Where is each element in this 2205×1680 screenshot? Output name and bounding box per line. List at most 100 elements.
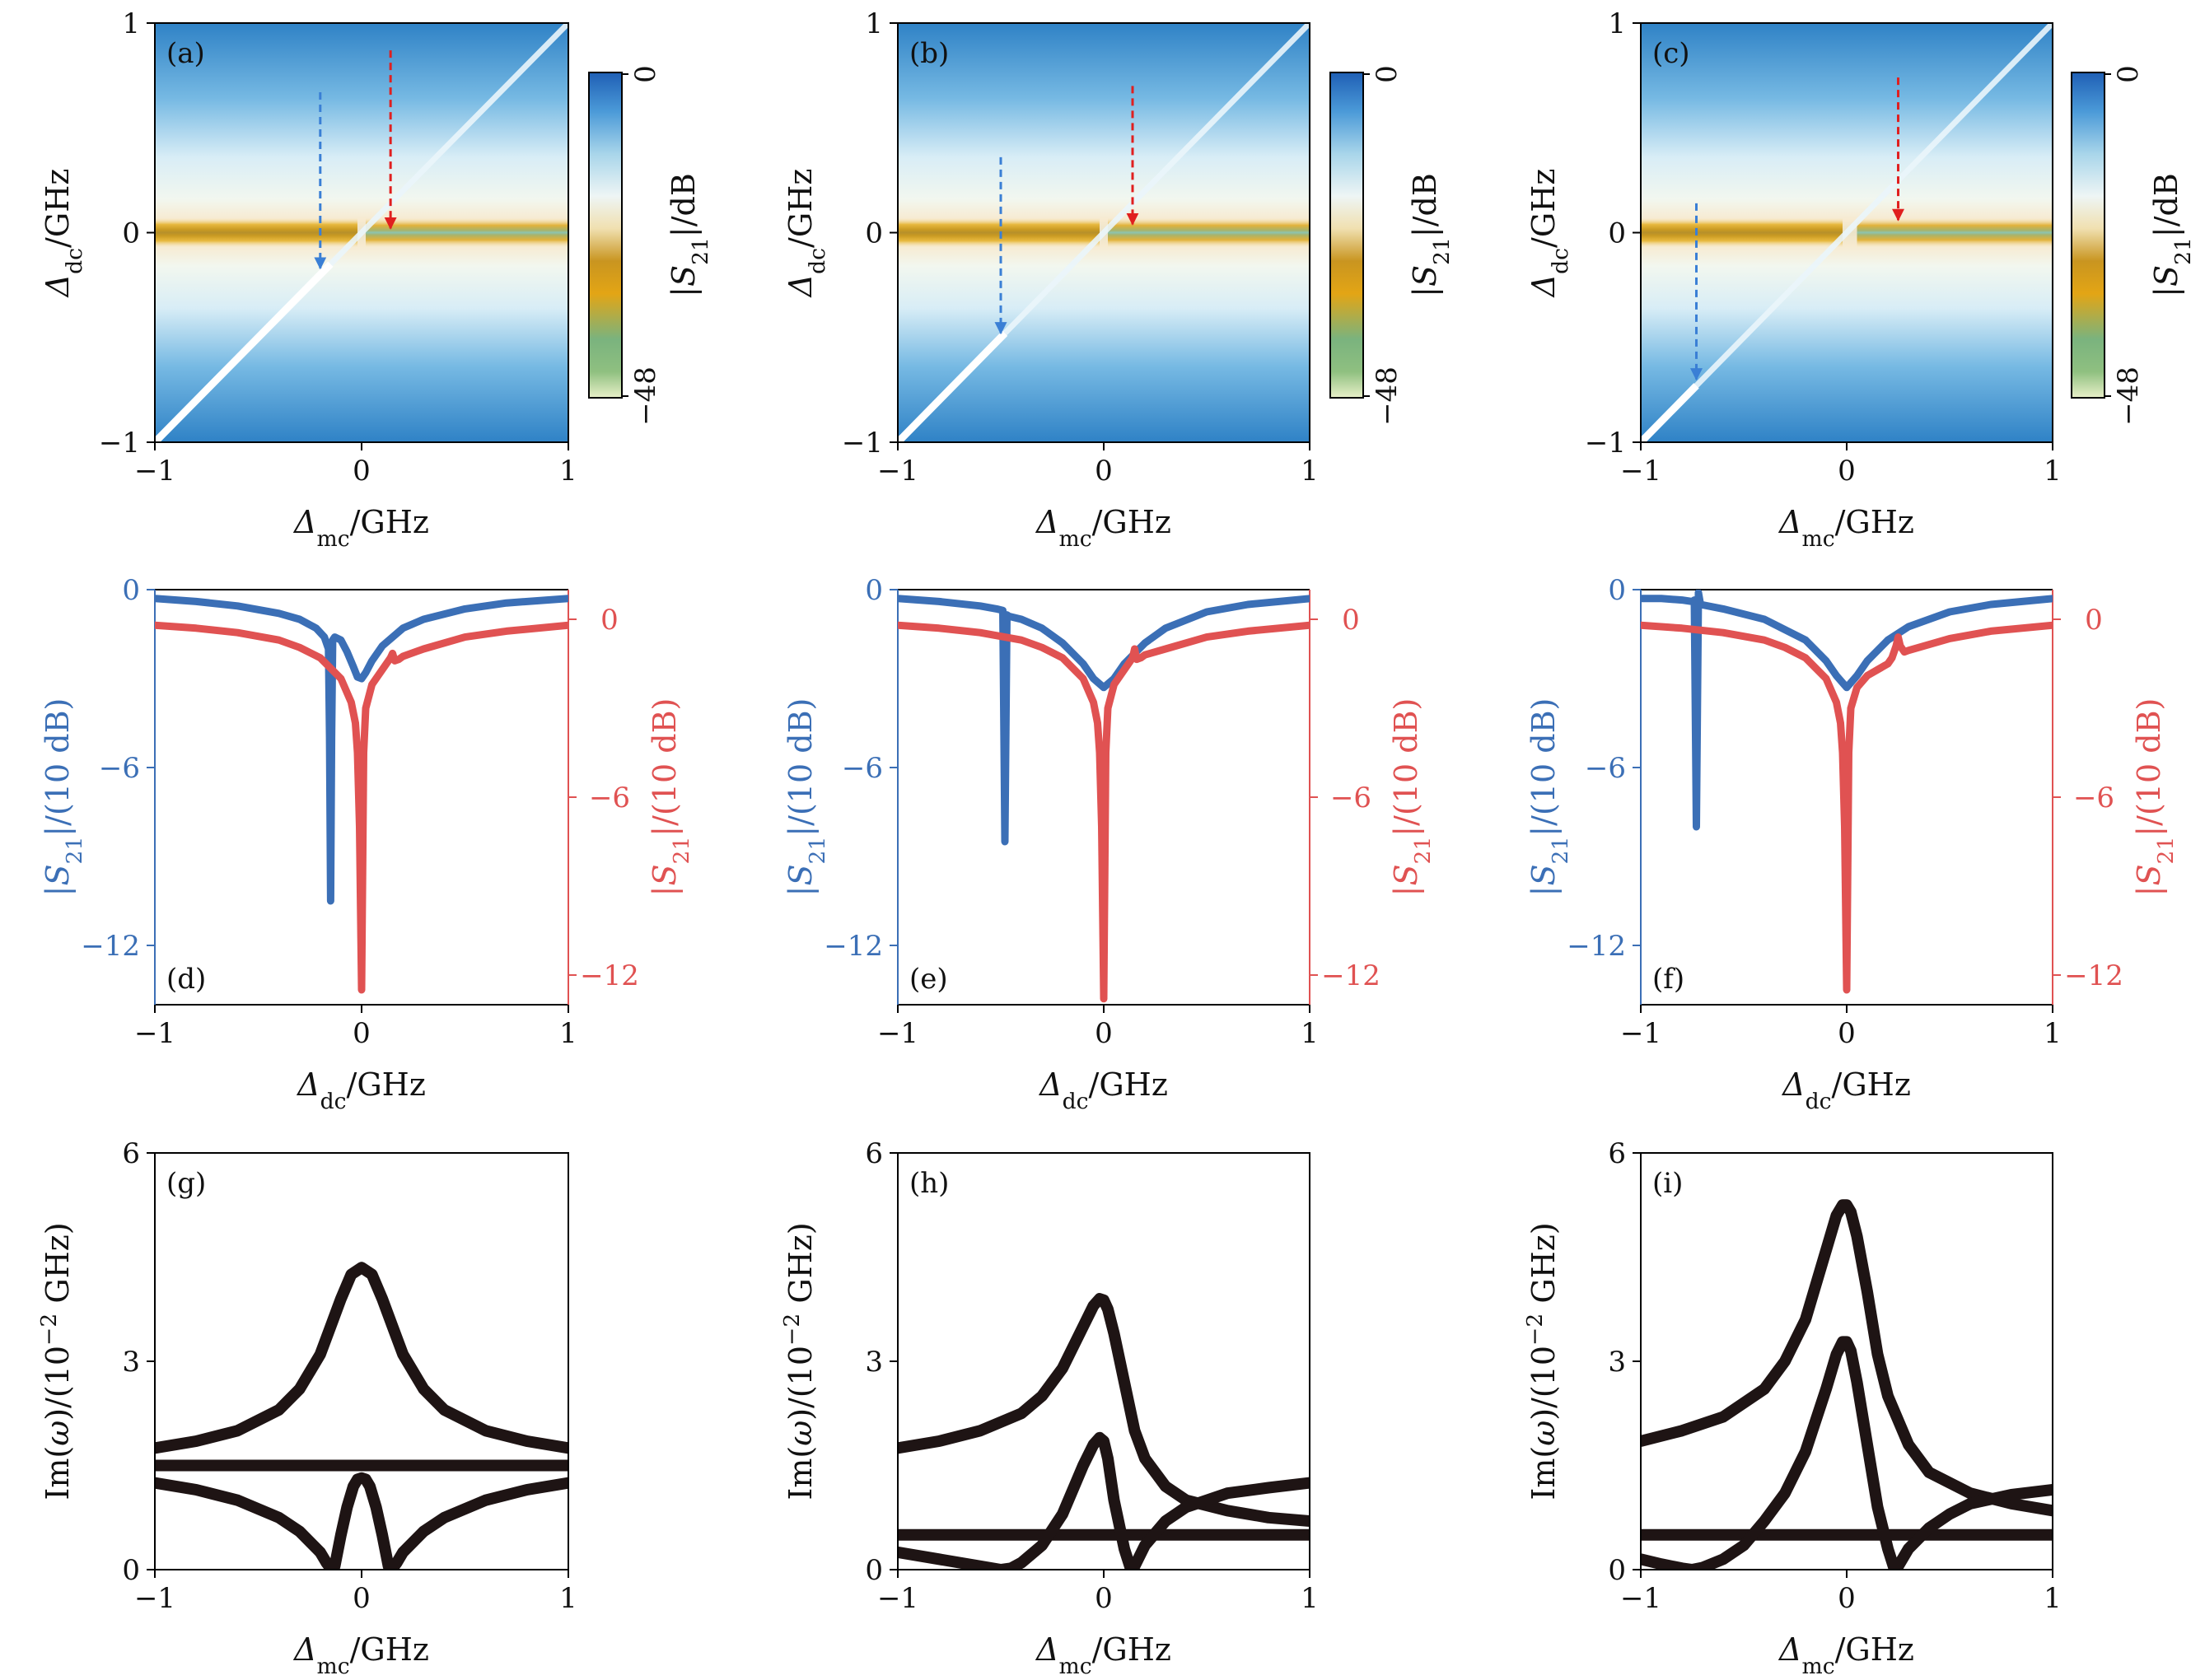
right-y-tick-label: −6 — [589, 782, 630, 814]
left-y-axis-label: |S21|/(10 dB) — [40, 698, 87, 897]
left-y-tick-label: −6 — [842, 752, 883, 785]
x-tick-label: −1 — [1620, 1582, 1661, 1615]
x-tick-label: 1 — [559, 455, 577, 488]
blue-series-line — [155, 595, 568, 905]
eigenmode-line-3 — [898, 1431, 1310, 1570]
x-tick-label: 0 — [1095, 1017, 1113, 1050]
colorbar-max-label: 0 — [1371, 65, 1404, 83]
x-tick-label: 1 — [1301, 1582, 1319, 1615]
y-tick-label: 3 — [865, 1346, 883, 1379]
resonance-band-right — [1108, 217, 1310, 248]
right-y-tick-label: −6 — [2073, 782, 2114, 814]
y-tick-label: 0 — [865, 1554, 883, 1587]
resonance-band-right — [366, 217, 568, 248]
left-y-tick-label: −6 — [99, 752, 140, 785]
left-y-tick-label: −6 — [1585, 752, 1626, 785]
right-y-tick-label: 0 — [2085, 604, 2103, 637]
y-tick-label: 1 — [1608, 7, 1626, 40]
right-y-tick-label: −6 — [1330, 782, 1371, 814]
left-y-axis-label: |S21|/(10 dB) — [1525, 698, 1573, 897]
right-y-axis-label: |S21|/(10 dB) — [647, 698, 694, 897]
y-tick-label: 0 — [1608, 1554, 1626, 1587]
x-tick-label: 1 — [2044, 1582, 2062, 1615]
x-tick-label: 0 — [353, 1582, 371, 1615]
resonance-band-left — [155, 217, 357, 248]
y-tick-label: 3 — [1608, 1346, 1626, 1379]
x-tick-label: 0 — [1095, 455, 1113, 488]
x-tick-label: −1 — [877, 455, 918, 488]
left-y-tick-label: 0 — [1608, 574, 1626, 607]
x-axis-label: Δdc/GHz — [1038, 1066, 1168, 1114]
x-tick-label: −1 — [1620, 1017, 1661, 1050]
panel-label: (a) — [166, 37, 205, 70]
colorbar-min-label: −48 — [2112, 366, 2145, 426]
colorbar — [2071, 72, 2105, 399]
left-y-tick-label: −12 — [1567, 930, 1626, 963]
panel-c: −1 0 1 −1 0 1 Δmc/GHz Δdc/GHz (c) 0 −48 |S21|/dB — [1525, 7, 2196, 552]
x-axis-label: Δmc/GHz — [1035, 504, 1171, 552]
colorbar — [588, 72, 623, 399]
left-y-tick-label: −12 — [824, 930, 883, 963]
right-y-tick-label: −12 — [2064, 959, 2123, 992]
eigenmode-line-1 — [1641, 1199, 2053, 1517]
right-y-axis-label: |S21|/(10 dB) — [2131, 698, 2179, 897]
diagonal-mode-bright — [898, 330, 1008, 442]
diagonal-mode-bright — [1641, 383, 1699, 442]
y-axis-label: Im(ω)/(10−2 GHz) — [36, 1222, 77, 1500]
right-y-tick-label: 0 — [600, 604, 619, 637]
y-tick-label: 0 — [122, 217, 140, 250]
resonance-band-left — [1641, 217, 1843, 248]
right-y-axis-label: |S21|/(10 dB) — [1388, 698, 1436, 897]
x-tick-label: −1 — [134, 1017, 175, 1050]
x-tick-label: −1 — [877, 1582, 918, 1615]
x-axis-label: Δmc/GHz — [1778, 1631, 1914, 1679]
y-axis-label: Im(ω)/(10−2 GHz) — [1522, 1222, 1563, 1500]
colorbar-max-label: 0 — [2112, 65, 2145, 83]
panel-b: −1 0 1 −1 0 1 Δmc/GHz Δdc/GHz (b) 0 −48 |S21|/dB — [782, 7, 1455, 552]
x-tick-label: −1 — [134, 455, 175, 488]
y-axis-label: Δdc/GHz — [1525, 169, 1573, 299]
colorbar-label: |S21|/dB — [2148, 173, 2196, 297]
heatmap-field — [155, 23, 568, 442]
x-tick-label: −1 — [877, 1017, 918, 1050]
panel-f: −1 0 1 0 −6 −12 0 −6 −12 Δdc/GHz |S21|/(10 dB) |S21… — [1525, 574, 2179, 1114]
y-tick-label: −1 — [99, 427, 140, 460]
eigenmode-line-1 — [155, 1262, 568, 1454]
blue-series-line — [898, 595, 1310, 846]
eigenmode-line-1 — [898, 1293, 1310, 1527]
panel-d: −1 0 1 0 −6 −12 0 −6 −12 Δdc/GHz |S21|/(10 dB) |S21… — [40, 574, 694, 1114]
right-y-tick-label: −12 — [1321, 959, 1380, 992]
resonance-band-right — [1857, 217, 2053, 248]
y-tick-label: 3 — [122, 1346, 140, 1379]
x-axis-label: Δdc/GHz — [296, 1066, 426, 1114]
y-tick-label: −1 — [1585, 427, 1626, 460]
x-tick-label: −1 — [1620, 455, 1661, 488]
colorbar-min-label: −48 — [1371, 366, 1404, 426]
blue-series-line — [1641, 590, 2053, 831]
y-axis-label: Im(ω)/(10−2 GHz) — [779, 1222, 820, 1500]
x-tick-label: 0 — [1838, 455, 1856, 488]
panel-label: (c) — [1652, 37, 1690, 70]
x-axis-label: Δmc/GHz — [292, 504, 429, 552]
x-tick-label: 1 — [2044, 1017, 2062, 1050]
red-series-line — [1641, 621, 2053, 994]
x-tick-label: 1 — [559, 1017, 577, 1050]
diagonal-mode-line — [1641, 23, 2053, 442]
left-y-tick-label: 0 — [865, 574, 883, 607]
y-tick-label: 1 — [122, 7, 140, 40]
colorbar-max-label: 0 — [629, 65, 662, 83]
y-tick-label: 1 — [865, 7, 883, 40]
right-y-tick-label: −12 — [580, 959, 639, 992]
x-tick-label: 1 — [1301, 1017, 1319, 1050]
y-tick-label: 6 — [865, 1137, 883, 1170]
x-tick-label: 0 — [1095, 1582, 1113, 1615]
eigenmode-line-3 — [155, 1472, 568, 1570]
left-y-tick-label: 0 — [122, 574, 140, 607]
colorbar-min-label: −48 — [629, 366, 662, 426]
y-tick-label: 0 — [865, 217, 883, 250]
panel-label: (d) — [166, 963, 206, 996]
heatmap-field — [1641, 23, 2053, 442]
